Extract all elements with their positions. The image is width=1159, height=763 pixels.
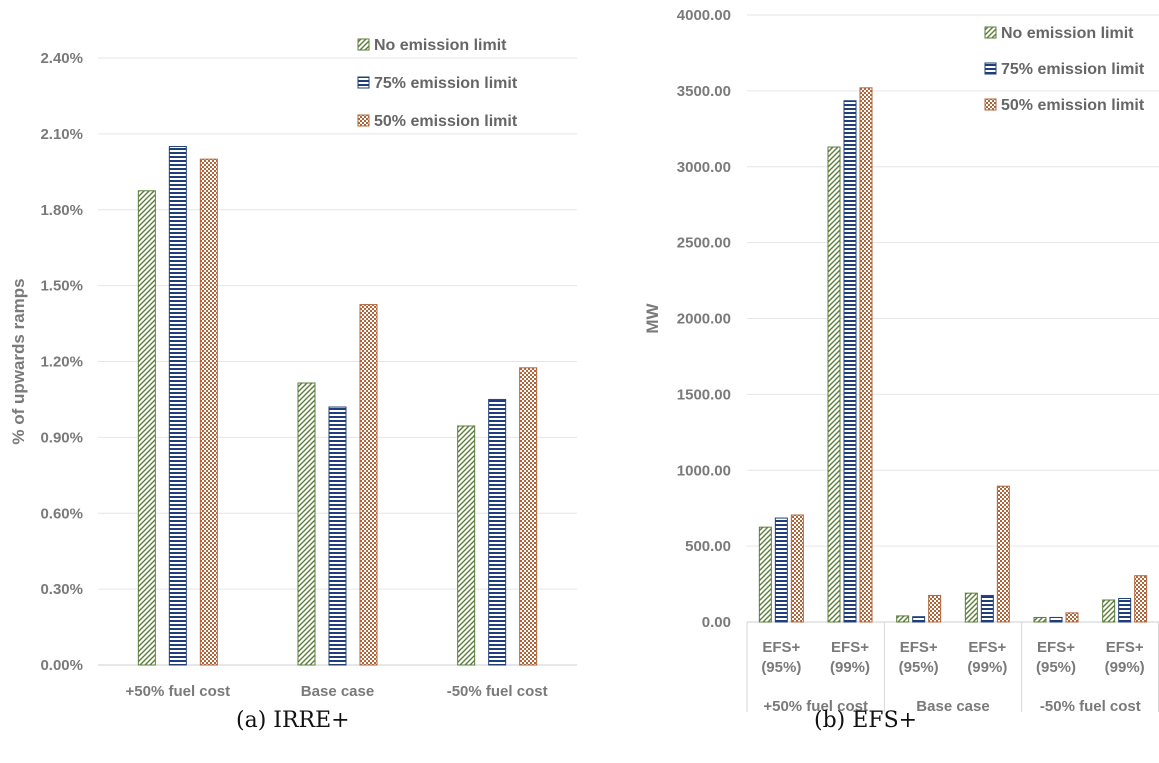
y-tick-label: 3500.00 <box>677 83 731 100</box>
bar <box>758 526 772 623</box>
x-tick-label: Base case <box>301 683 374 700</box>
bar <box>896 615 910 623</box>
legend-swatch <box>357 76 370 89</box>
bar <box>488 398 507 666</box>
y-tick-label: 3000.00 <box>677 159 731 176</box>
y-tick-label: 2500.00 <box>677 235 731 252</box>
group-label: -50% fuel cost <box>1040 698 1141 715</box>
legend-swatch <box>357 114 370 127</box>
y-tick-label: 0.90% <box>40 429 83 446</box>
y-tick-label: 1500.00 <box>677 386 731 403</box>
y-tick-label: 1.80% <box>40 202 83 219</box>
x-tick-label: (95%) <box>1036 659 1076 676</box>
x-tick-label: EFS+ <box>968 639 1006 656</box>
x-tick-label: (99%) <box>1105 659 1145 676</box>
x-tick-label: EFS+ <box>1106 639 1144 656</box>
caption-a: (a) IRRE+ <box>236 708 350 733</box>
legend-swatch <box>357 38 370 51</box>
legend-label: No emission limit <box>1001 25 1134 42</box>
y-tick-label: 0.00% <box>40 657 83 674</box>
y-tick-label: 1000.00 <box>677 462 731 479</box>
x-tick-label: EFS+ <box>900 639 938 656</box>
bar <box>359 304 378 666</box>
bar <box>827 146 841 623</box>
y-axis-label: % of upwards ramps <box>9 278 28 444</box>
bar <box>1049 616 1063 623</box>
x-tick-label: EFS+ <box>762 639 800 656</box>
bar <box>1134 575 1148 623</box>
chart-efs: 0.00 500.00 1000.00 1500.00 2000.00 2500.00 30… <box>643 7 1159 715</box>
chart-irre: 0.00% 0.30% 0.60% 0.90% 1.20% 1.50% 1.80% 2.10%… <box>9 37 577 700</box>
y-tick-label: 2000.00 <box>677 311 731 328</box>
bar <box>928 594 942 623</box>
x-tick-label: -50% fuel cost <box>447 683 548 700</box>
x-tick-label: EFS+ <box>1037 639 1075 656</box>
bar <box>168 146 187 666</box>
bar <box>964 592 978 623</box>
caption-b: (b) EFS+ <box>814 708 918 733</box>
bar <box>1118 597 1132 623</box>
legend-label: No emission limit <box>374 37 507 54</box>
y-tick-label: 0.00 <box>702 614 731 631</box>
legend-swatch <box>984 98 997 111</box>
bar <box>328 406 347 666</box>
bar <box>519 367 538 666</box>
x-tick-label: EFS+ <box>831 639 869 656</box>
bar <box>859 87 873 623</box>
y-tick-label: 1.20% <box>40 354 83 371</box>
bar <box>843 100 857 623</box>
group-label: +50% fuel cost <box>763 698 868 715</box>
bar <box>774 517 788 623</box>
bar <box>137 190 156 666</box>
x-tick-label: (95%) <box>761 659 801 676</box>
legend-swatch <box>984 26 997 39</box>
bar <box>457 425 476 666</box>
bar <box>912 616 926 623</box>
bar <box>297 382 316 666</box>
y-tick-label: 4000.00 <box>677 7 731 24</box>
y-tick-label: 500.00 <box>685 538 731 555</box>
legend-label: 50% emission limit <box>374 113 518 130</box>
legend-label: 50% emission limit <box>1001 97 1145 114</box>
group-label: Base case <box>916 698 989 715</box>
x-tick-label: +50% fuel cost <box>126 683 231 700</box>
bar <box>1065 612 1079 623</box>
bar <box>980 594 994 623</box>
legend-label: 75% emission limit <box>374 75 518 92</box>
y-tick-label: 0.60% <box>40 505 83 522</box>
legend-label: 75% emission limit <box>1001 61 1145 78</box>
bar <box>1033 616 1047 623</box>
y-tick-label: 2.10% <box>40 126 83 143</box>
x-tick-label: (99%) <box>967 659 1007 676</box>
y-tick-label: 1.50% <box>40 278 83 295</box>
y-tick-label: 2.40% <box>40 50 83 67</box>
legend-swatch <box>984 62 997 75</box>
x-tick-label: (95%) <box>899 659 939 676</box>
x-tick-label: (99%) <box>830 659 870 676</box>
bar <box>996 485 1010 623</box>
y-tick-label: 0.30% <box>40 581 83 598</box>
bar <box>199 158 218 666</box>
bar <box>790 514 804 623</box>
y-axis-label: MW <box>643 302 662 333</box>
bar <box>1102 599 1116 623</box>
